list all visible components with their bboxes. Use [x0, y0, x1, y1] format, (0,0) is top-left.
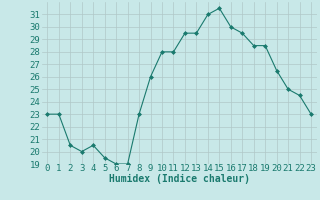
X-axis label: Humidex (Indice chaleur): Humidex (Indice chaleur) [109, 174, 250, 184]
